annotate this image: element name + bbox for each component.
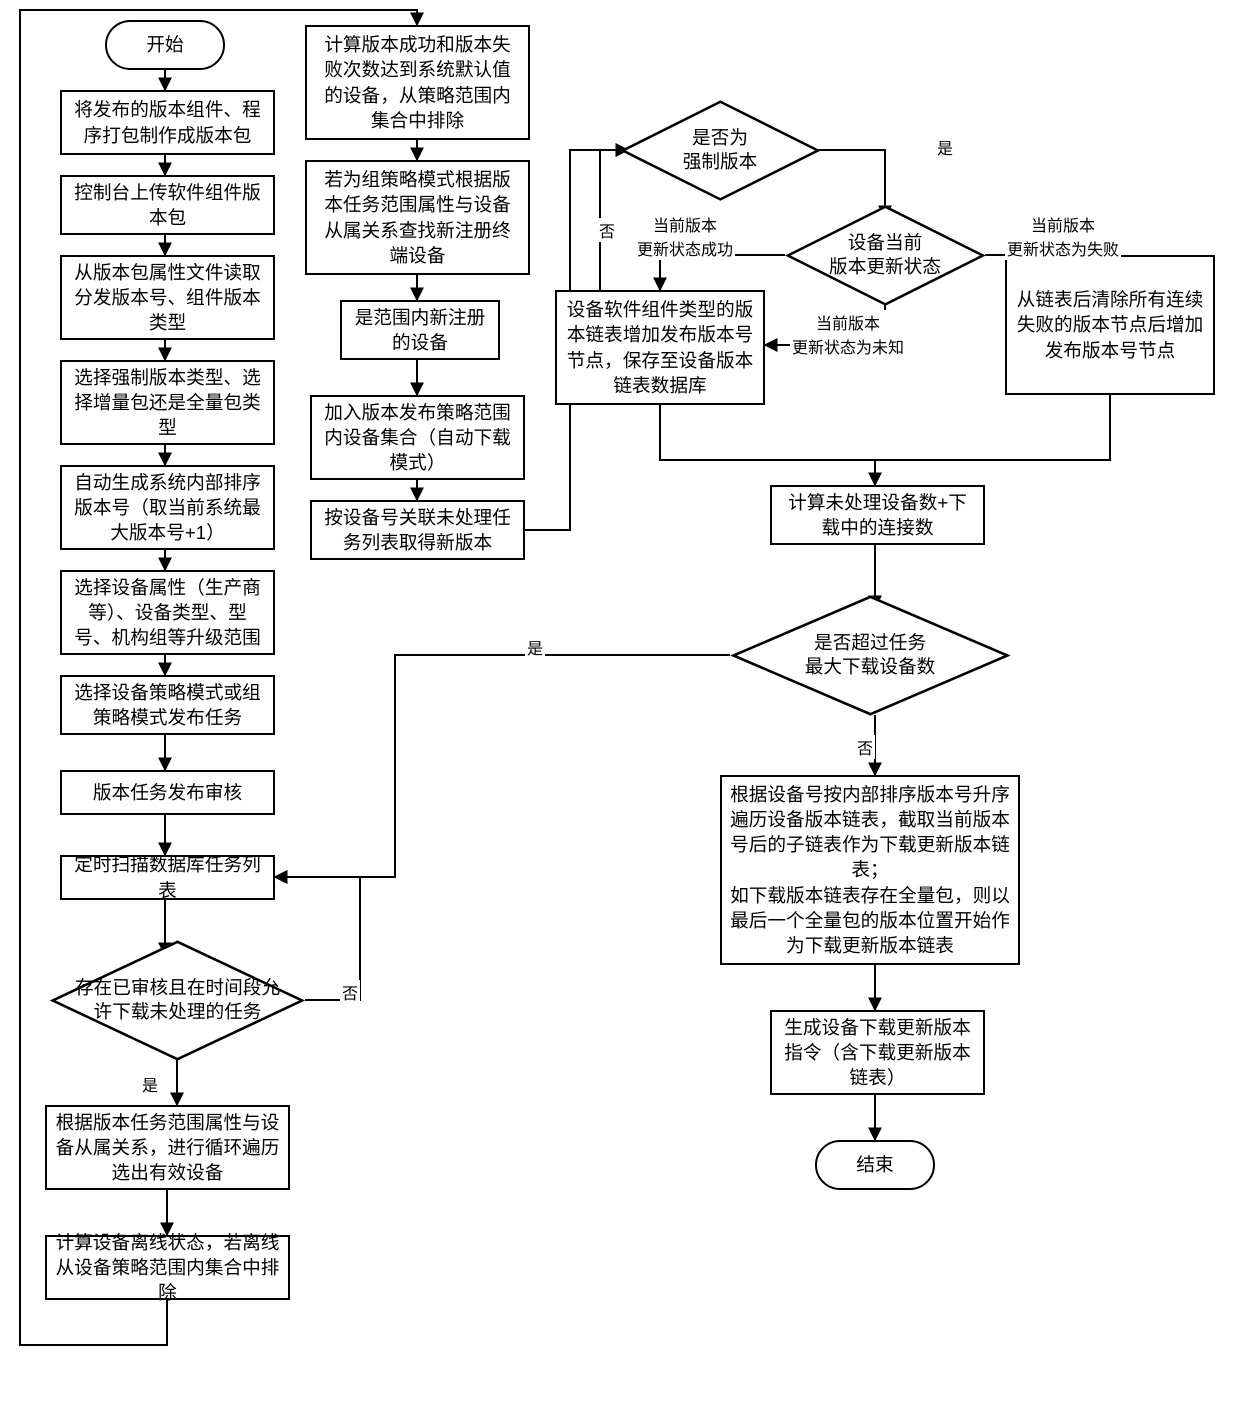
decision-label: 存在已审核且在时间段允许下载未处理的任务 <box>50 940 305 1060</box>
edge-label-l_d2_no: 否 <box>597 218 617 242</box>
flowchart-canvas: 开始将发布的版本组件、程序打包制作成版本包控制台上传软件组件版本包从版本包属性文… <box>0 0 1240 1403</box>
process-p7: 选择设备策略模式或组策略模式发布任务 <box>60 675 275 735</box>
edge-label-l_d3_ok: 当前版本 更新状态成功 <box>635 212 735 260</box>
process-p5: 自动生成系统内部排序版本号（取当前系统最大版本号+1） <box>60 465 275 550</box>
process-p1: 将发布的版本组件、程序打包制作成版本包 <box>60 90 275 155</box>
decision-label: 是否超过任务 最大下载设备数 <box>730 595 1010 715</box>
terminator-start: 开始 <box>105 20 225 70</box>
process-p20: 根据设备号按内部排序版本号升序遍历设备版本链表，截取当前版本号后的子链表作为下载… <box>720 775 1020 965</box>
process-p18: 从链表后清除所有连续失败的版本节点后增加发布版本号节点 <box>1005 255 1215 395</box>
edge-label-l_d3_unk: 当前版本 更新状态为未知 <box>790 310 906 358</box>
process-p4: 选择强制版本类型、选择增量包还是全量包类型 <box>60 360 275 445</box>
process-p13: 若为组策略模式根据版本任务范围属性与设备从属关系查找新注册终端设备 <box>305 160 530 275</box>
process-p12: 计算版本成功和版本失败次数达到系统默认值的设备，从策略范围内集合中排除 <box>305 25 530 140</box>
process-p17: 设备软件组件类型的版本链表增加发布版本号节点，保存至设备版本链表数据库 <box>555 290 765 405</box>
process-p6: 选择设备属性（生产商等）、设备类型、型号、机构组等升级范围 <box>60 570 275 655</box>
process-p16: 按设备号关联未处理任务列表取得新版本 <box>310 500 525 560</box>
process-p3: 从版本包属性文件读取分发版本号、组件版本类型 <box>60 255 275 340</box>
process-p14: 是范围内新注册的设备 <box>340 300 500 360</box>
decision-d1: 存在已审核且在时间段允许下载未处理的任务 <box>50 940 305 1060</box>
edge-label-l_d1_yes: 是 <box>140 1072 160 1096</box>
decision-label: 设备当前 版本更新状态 <box>785 205 985 305</box>
process-p8: 版本任务发布审核 <box>60 770 275 815</box>
decision-d3: 设备当前 版本更新状态 <box>785 205 985 305</box>
decision-d4: 是否超过任务 最大下载设备数 <box>730 595 1010 715</box>
decision-d2: 是否为 强制版本 <box>620 100 820 200</box>
process-p15: 加入版本发布策略范围内设备集合（自动下载模式） <box>310 395 525 480</box>
edge-label-l_d4_yes: 是 <box>525 635 545 659</box>
terminator-end: 结束 <box>815 1140 935 1190</box>
decision-label: 是否为 强制版本 <box>620 100 820 200</box>
process-p10: 根据版本任务范围属性与设备从属关系，进行循环遍历选出有效设备 <box>45 1105 290 1190</box>
process-p9: 定时扫描数据库任务列表 <box>60 855 275 900</box>
process-p2: 控制台上传软件组件版本包 <box>60 175 275 235</box>
edge-label-l_d4_no: 否 <box>855 735 875 759</box>
edge-label-l_d2_yes: 是 <box>935 135 955 159</box>
edge-label-l_d1_no: 否 <box>340 980 360 1004</box>
edge-label-l_d3_fail: 当前版本 更新状态为失败 <box>1005 212 1121 260</box>
process-p11: 计算设备离线状态，若离线从设备策略范围内集合中排除 <box>45 1235 290 1300</box>
process-p19: 计算未处理设备数+下载中的连接数 <box>770 485 985 545</box>
process-p21: 生成设备下载更新版本指令（含下载更新版本链表） <box>770 1010 985 1095</box>
